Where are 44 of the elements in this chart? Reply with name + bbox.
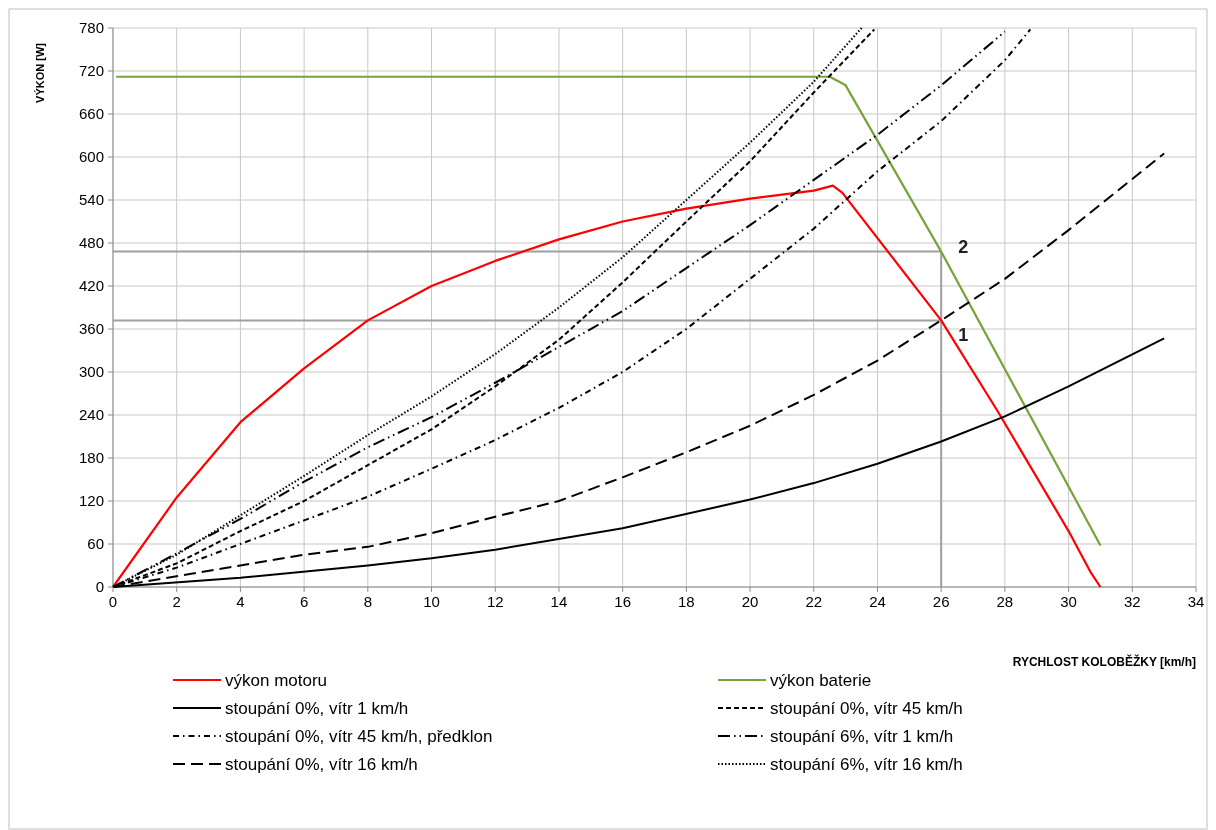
x-tick-label: 2 (172, 593, 181, 610)
x-axis-title: RYCHLOST KOLOBĚŽKY [km/h] (1012, 654, 1196, 669)
y-tick-label: 120 (78, 492, 104, 510)
legend-label: stoupání 0%, vítr 45 km/h, předklon (225, 726, 493, 746)
x-tick-label: 32 (1123, 593, 1141, 610)
y-tick-label: 0 (95, 578, 104, 596)
annotation: 2 (958, 236, 969, 257)
x-tick-label: 16 (614, 593, 631, 610)
x-tick-label: 22 (805, 593, 823, 610)
x-tick-label: 26 (932, 593, 950, 610)
x-tick-label: 12 (486, 593, 504, 610)
x-tick-label: 20 (741, 593, 759, 610)
y-tick-label: 600 (78, 148, 104, 166)
x-tick-label: 4 (236, 593, 245, 610)
x-tick-label: 10 (423, 593, 440, 610)
x-tick-label: 18 (678, 593, 695, 610)
x-tick-label: 30 (1060, 593, 1077, 610)
y-tick-label: 540 (78, 191, 104, 209)
y-tick-label: 180 (78, 449, 104, 467)
legend-label: výkon baterie (770, 670, 872, 690)
y-tick-label: 480 (78, 234, 104, 252)
x-tick-label: 24 (869, 593, 886, 610)
y-tick-label: 300 (78, 363, 104, 381)
legend-label: stoupání 0%, vítr 1 km/h (225, 698, 409, 718)
legend-label: stoupání 0%, vítr 16 km/h (225, 754, 418, 774)
x-tick-label: 14 (550, 593, 568, 610)
y-tick-label: 420 (78, 277, 104, 295)
y-axis-title: VÝKON [W] (34, 42, 46, 103)
y-tick-label: 660 (78, 105, 104, 123)
y-tick-label: 360 (78, 320, 104, 338)
y-tick-label: 780 (78, 19, 104, 37)
x-tick-label: 28 (996, 593, 1014, 610)
x-tick-label: 6 (299, 593, 309, 610)
y-tick-label: 240 (78, 406, 104, 424)
legend-label: stoupání 6%, vítr 16 km/h (770, 754, 963, 774)
x-tick-label: 8 (363, 593, 372, 610)
legend-label: stoupání 0%, vítr 45 km/h (770, 698, 963, 718)
x-tick-label: 34 (1187, 593, 1205, 610)
y-tick-label: 60 (87, 535, 104, 553)
x-tick-label: 0 (108, 593, 118, 610)
legend-label: výkon motoru (225, 670, 328, 690)
legend-label: stoupání 6%, vítr 1 km/h (770, 726, 954, 746)
annotation: 1 (958, 324, 969, 345)
y-tick-label: 720 (78, 62, 104, 80)
